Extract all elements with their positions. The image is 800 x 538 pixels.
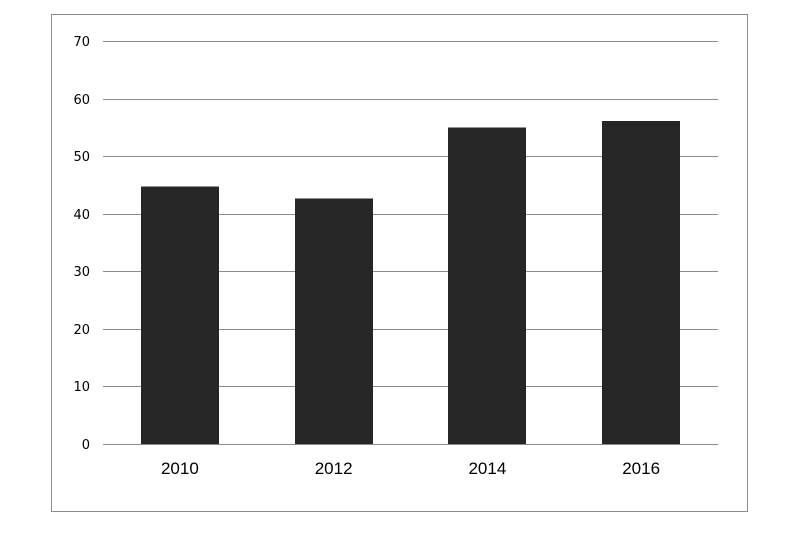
y-tick-label: 30: [73, 265, 90, 280]
x-axis-ticks: 2010 2012 2014 2016: [161, 459, 660, 478]
y-tick-label: 70: [73, 35, 90, 50]
y-axis-ticks: 0 10 20 30 40 50 60 70: [73, 35, 90, 453]
x-tick-label: 2012: [315, 459, 353, 478]
y-tick-label: 60: [73, 93, 90, 108]
bar-2012: [295, 198, 373, 444]
y-tick-label: 0: [82, 438, 90, 453]
x-tick-label: 2010: [161, 459, 199, 478]
bar-2016: [602, 121, 680, 444]
bars: [141, 121, 680, 445]
bar-2010: [141, 186, 219, 445]
y-tick-label: 20: [73, 323, 90, 338]
y-tick-label: 40: [73, 208, 90, 223]
x-tick-label: 2014: [468, 459, 506, 478]
y-tick-label: 10: [73, 380, 90, 395]
bar-2014: [448, 127, 526, 444]
x-tick-label: 2016: [622, 459, 660, 478]
y-tick-label: 50: [73, 150, 90, 165]
